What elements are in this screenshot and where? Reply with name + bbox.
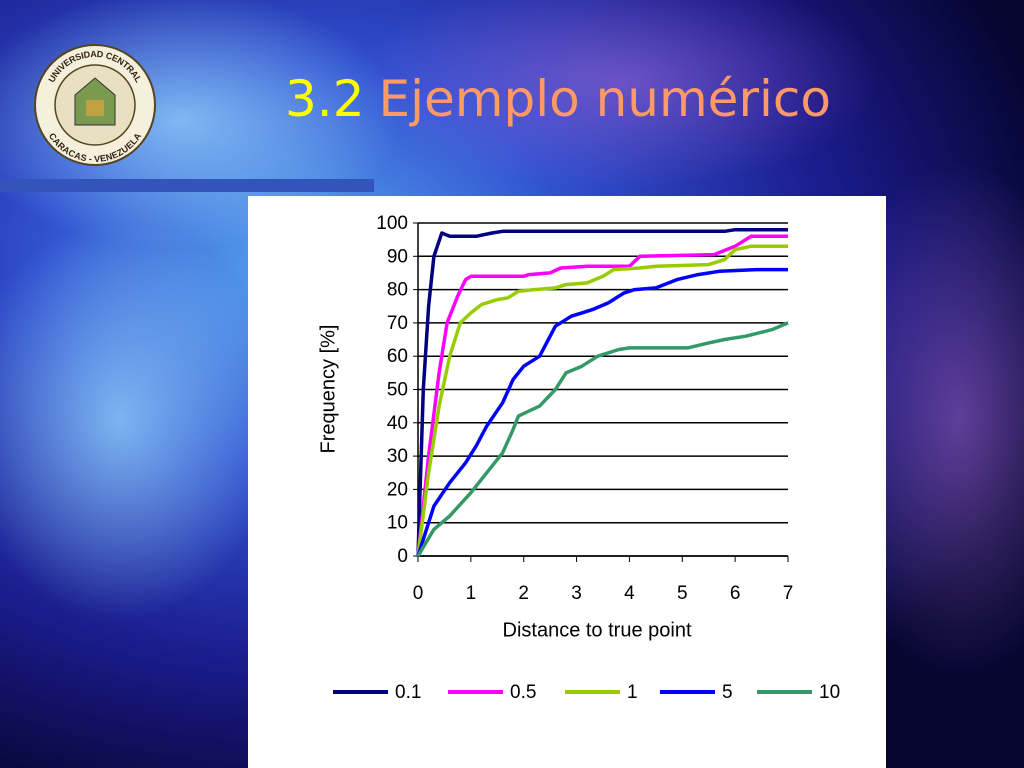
title-number: 3.2 [285, 70, 365, 128]
y-tick-label: 0 [397, 546, 408, 567]
x-tick-label: 3 [571, 583, 582, 604]
y-tick-label: 80 [387, 280, 408, 301]
x-tick-label: 1 [466, 583, 477, 604]
x-tick-label: 0 [413, 583, 424, 604]
y-tick-label: 70 [387, 313, 408, 334]
y-axis-label: Frequency [%] [317, 325, 339, 454]
legend-label: 0.1 [395, 682, 421, 703]
y-tick-label: 60 [387, 346, 408, 367]
series-line [416, 244, 788, 557]
title-rule [0, 179, 374, 192]
legend-label: 10 [819, 682, 840, 703]
slide-title: 3.2 Ejemplo numérico [285, 70, 831, 128]
logo: UNIVERSIDAD CENTRAL CARACAS - VENEZUELA [34, 44, 156, 166]
y-tick-label: 40 [387, 413, 408, 434]
x-tick-label: 2 [518, 583, 529, 604]
x-tick-label: 5 [677, 583, 688, 604]
x-tick-label: 4 [624, 583, 635, 604]
series-line [416, 321, 789, 557]
series-line [416, 267, 788, 557]
series-line [416, 227, 788, 557]
series-line [416, 234, 788, 557]
legend-label: 1 [627, 682, 638, 703]
legend-label: 5 [722, 682, 733, 703]
x-tick-label: 6 [730, 583, 741, 604]
y-tick-label: 100 [376, 213, 408, 234]
background-glow [360, 0, 880, 190]
x-axis-label: Distance to true point [503, 619, 692, 641]
chart-panel [248, 196, 886, 768]
y-tick-label: 50 [387, 380, 408, 401]
background-glow [0, 220, 280, 620]
chart: Distance to true point Frequency [%] 010… [317, 213, 840, 703]
legend-label: 0.5 [510, 682, 536, 703]
y-tick-label: 20 [387, 479, 408, 500]
x-tick-label: 7 [783, 583, 794, 604]
y-tick-label: 90 [387, 246, 408, 267]
y-tick-label: 30 [387, 446, 408, 467]
y-tick-label: 10 [387, 513, 408, 534]
title-text: Ejemplo numérico [379, 70, 831, 128]
